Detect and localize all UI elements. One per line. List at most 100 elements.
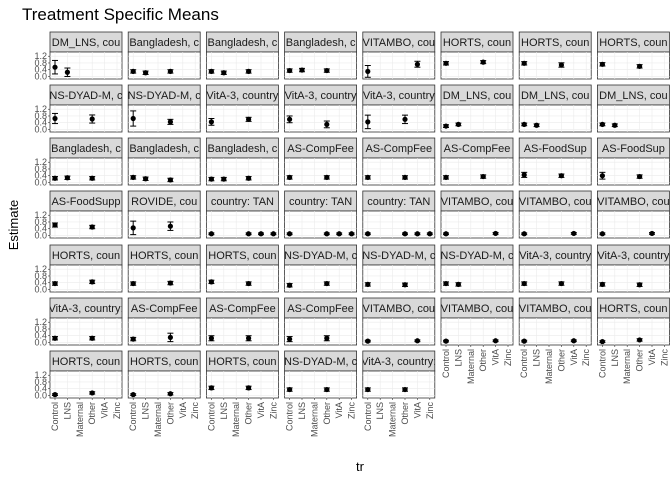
data-point	[521, 280, 527, 287]
y-tick-label: 0.0	[34, 284, 47, 294]
x-tick-label: Other	[87, 402, 97, 425]
facet-strip-label: HORTS, coun	[130, 356, 198, 368]
facet-panel: VitA-3, country	[597, 244, 670, 293]
data-point	[208, 335, 214, 341]
facet-strip-label: HORTS, coun	[599, 303, 667, 315]
data-point	[52, 222, 58, 228]
facet-panel: HORTS, coun 0.00.40.81.2	[34, 244, 123, 294]
data-point	[558, 280, 565, 287]
y-tick-label: 0.4	[34, 224, 47, 234]
x-tick-label: Zinc	[112, 402, 122, 420]
data-point	[130, 225, 136, 231]
data-point	[599, 339, 606, 345]
x-tick-label: Zinc	[425, 402, 435, 420]
x-tick-label: Control	[363, 402, 373, 431]
data-point	[52, 115, 58, 122]
y-tick-label: 0.8	[34, 377, 47, 387]
facet-strip-label: VitA-3, country	[519, 250, 591, 262]
x-tick-label: VitA	[412, 402, 422, 418]
x-tick-label: LNS	[532, 349, 542, 367]
x-tick-label: Control	[519, 349, 529, 378]
data-point	[365, 281, 371, 288]
data-point	[167, 223, 173, 229]
facet-strip-label: VITAMBO, cou	[597, 196, 670, 208]
facet-strip-label: HORTS, coun	[521, 37, 589, 49]
facet-panel: AS-FoodSup	[597, 137, 670, 186]
data-point	[287, 386, 293, 393]
data-point	[130, 336, 136, 342]
data-point	[443, 60, 449, 66]
x-tick-label: Control	[128, 402, 138, 431]
x-tick-label: Maternal	[466, 349, 476, 384]
facet-panel: HORTS, coun 0.00.40.81.2 Control LNS Materna…	[34, 350, 123, 437]
data-point	[571, 338, 577, 344]
facet-strip-label: HORTS, coun	[599, 37, 667, 49]
facet-strip-label: country: TAN	[367, 196, 430, 208]
facet-strip-label: VITAMBO, cou	[519, 196, 592, 208]
facet-panel: AS-CompFee	[362, 137, 436, 186]
data-point	[287, 336, 293, 342]
data-point	[89, 390, 95, 396]
data-point	[221, 70, 227, 76]
facet-panel: country: TAN	[205, 190, 279, 239]
data-point	[637, 282, 643, 288]
x-tick-label: Control	[206, 402, 216, 431]
data-point	[208, 119, 214, 125]
x-tick-label: LNS	[610, 349, 620, 367]
y-tick-label: 0.4	[34, 118, 47, 128]
facet-panel: AS-CompFee	[127, 297, 201, 346]
facet-strip-label: VITAMBO, cou	[519, 303, 592, 315]
x-tick-label: Other	[478, 349, 488, 372]
facet-panel: HORTS, coun	[127, 244, 201, 293]
y-tick-label: 1.2	[34, 157, 47, 167]
data-point	[637, 337, 643, 343]
facet-strip-label: Bangladesh, c	[208, 143, 278, 155]
facet-panel: NS-DYAD-M, c	[284, 244, 358, 293]
facet-strip-label: VITAMBO, cou	[441, 196, 514, 208]
facet-panel: HORTS, coun Control LNS Maternal Other VitA Zi…	[597, 297, 670, 384]
facet-strip-label: VitA-3, country	[285, 90, 357, 102]
data-point	[324, 174, 330, 181]
facet-panel: DM_LNS, cou	[440, 84, 514, 133]
facet-panel: VITAMBO, cou	[440, 190, 514, 239]
y-tick-label: 0.0	[34, 177, 47, 187]
data-point	[455, 121, 461, 128]
facet-strip-label: NS-DYAD-M, c	[284, 356, 358, 368]
data-point	[402, 174, 408, 181]
facet-panel: NS-DYAD-M, c Control LNS Maternal Other VitA Z…	[284, 350, 358, 437]
data-point	[324, 335, 330, 341]
x-tick-label: Zinc	[659, 349, 669, 367]
data-point	[130, 174, 136, 181]
data-point	[402, 386, 408, 393]
data-point	[414, 231, 420, 237]
data-point	[130, 115, 136, 122]
x-tick-label: Maternal	[231, 402, 241, 437]
facet-panel: HORTS, coun	[518, 31, 592, 80]
data-point	[208, 68, 214, 75]
data-point	[427, 231, 433, 237]
facet-panel: Bangladesh, c 0.00.40.81.2	[34, 137, 123, 187]
data-point	[246, 175, 252, 181]
y-tick-label: 0.0	[34, 390, 47, 400]
data-point	[414, 61, 420, 67]
x-tick-label: Maternal	[153, 402, 163, 437]
data-point	[324, 231, 330, 237]
facet-panel: VitA-3, country: 0.00.40.81.2	[34, 297, 123, 347]
y-tick-label: 1.2	[34, 264, 47, 274]
y-axis-title: Estimate	[6, 200, 21, 251]
data-point	[637, 63, 643, 69]
data-point	[52, 175, 58, 181]
facet-panel: DM_LNS, cou	[518, 84, 592, 133]
facet-panel: AS-FoodSupp 0.00.40.81.2	[34, 190, 123, 240]
x-tick-label: Control	[597, 349, 607, 378]
data-point	[246, 116, 252, 122]
facet-panel: VitA-3, country	[284, 84, 358, 133]
y-tick-label: 0.8	[34, 164, 47, 174]
facet-panel: HORTS, coun	[440, 31, 514, 80]
facet-panel: ROVIDE, cou	[127, 190, 201, 239]
facet-panel: NS-DYAD-M, c	[440, 244, 514, 293]
data-point	[270, 231, 276, 237]
data-point	[493, 338, 499, 344]
data-point	[89, 116, 95, 122]
data-point	[443, 123, 449, 129]
